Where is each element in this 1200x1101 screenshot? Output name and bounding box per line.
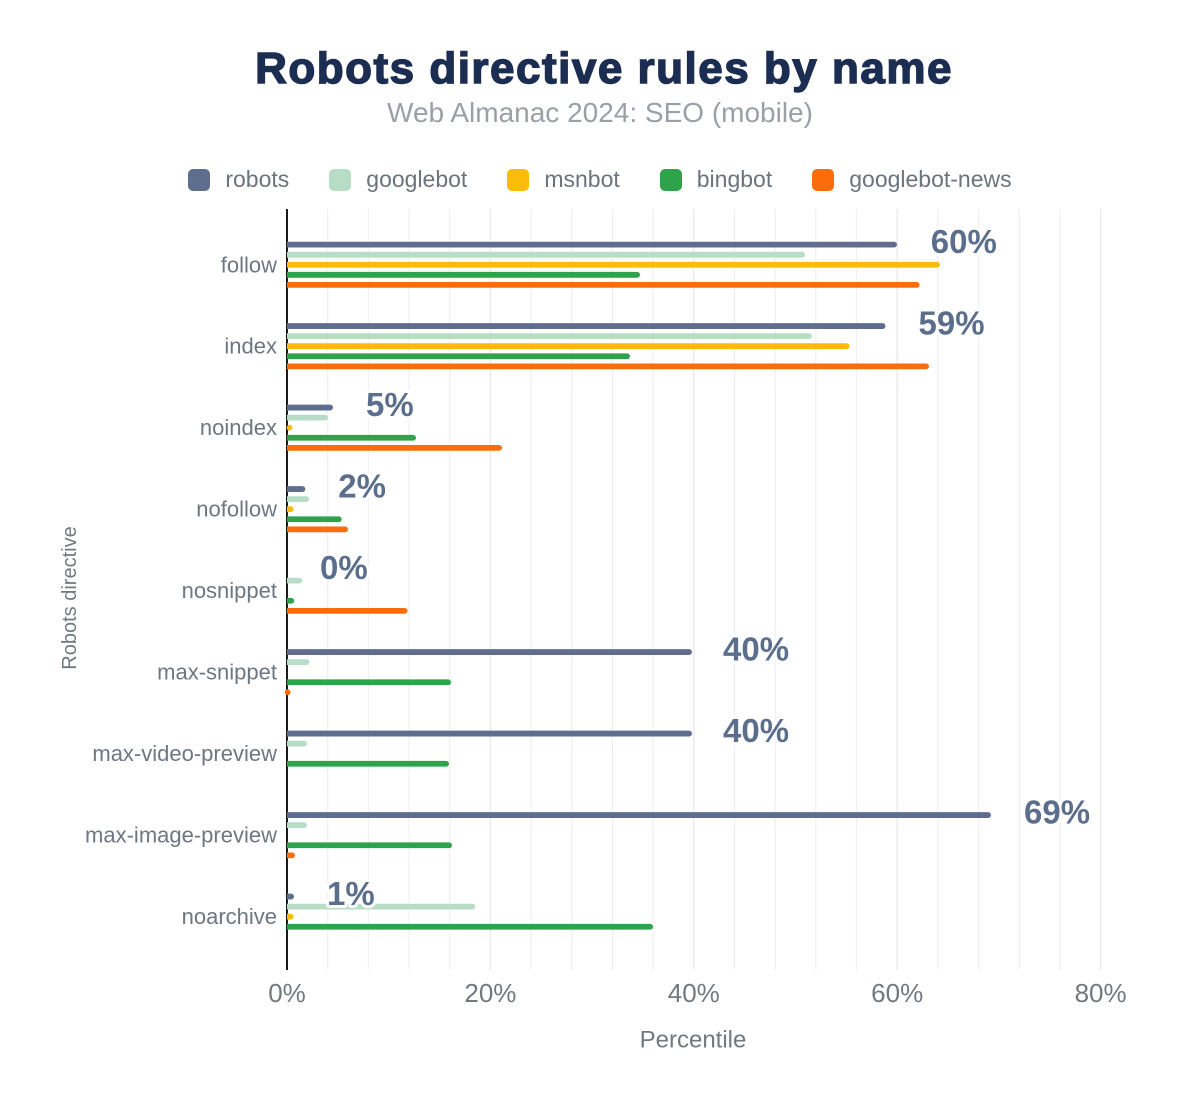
svg-text:max-image-preview: max-image-preview: [85, 823, 277, 848]
svg-text:max-video-preview: max-video-preview: [92, 741, 277, 766]
svg-text:Robots directive: Robots directive: [59, 526, 81, 669]
svg-text:5%: 5%: [366, 386, 414, 423]
svg-text:20%: 20%: [464, 978, 516, 1008]
svg-text:2%: 2%: [338, 468, 386, 505]
svg-text:noarchive: noarchive: [182, 904, 277, 929]
svg-text:59%: 59%: [919, 305, 985, 342]
svg-text:index: index: [224, 334, 277, 359]
svg-text:60%: 60%: [931, 223, 997, 260]
svg-text:40%: 40%: [723, 712, 789, 749]
svg-text:60%: 60%: [871, 978, 923, 1008]
svg-text:0%: 0%: [320, 549, 368, 586]
svg-text:follow: follow: [221, 252, 277, 277]
svg-text:69%: 69%: [1024, 794, 1090, 831]
svg-text:40%: 40%: [668, 978, 720, 1008]
svg-text:0%: 0%: [268, 978, 306, 1008]
svg-text:nosnippet: nosnippet: [182, 578, 277, 603]
svg-text:40%: 40%: [723, 631, 789, 668]
svg-text:1%: 1%: [327, 875, 375, 912]
svg-text:Percentile: Percentile: [640, 1027, 747, 1054]
svg-text:noindex: noindex: [200, 415, 277, 440]
svg-text:nofollow: nofollow: [196, 497, 277, 522]
svg-text:max-snippet: max-snippet: [157, 660, 277, 685]
svg-text:80%: 80%: [1075, 978, 1127, 1008]
